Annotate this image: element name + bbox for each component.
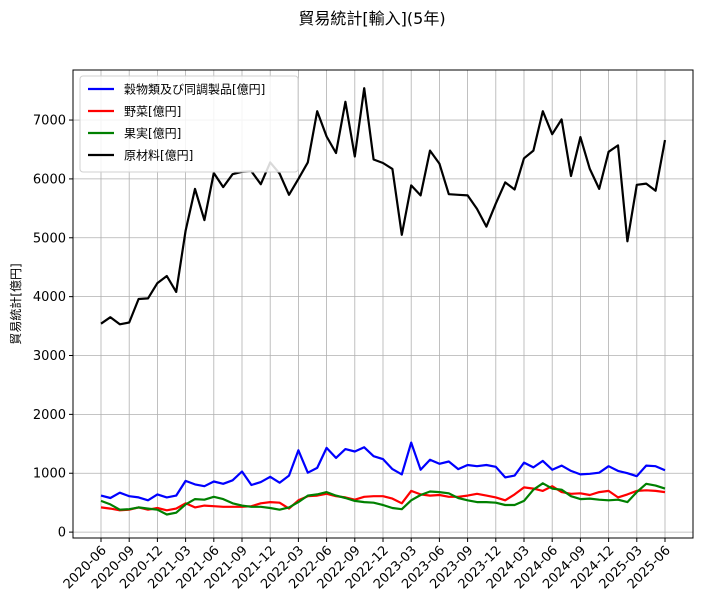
lines-layer: [100, 87, 667, 516]
legend-label-3: 原材料[億円]: [124, 149, 193, 163]
y-axis-label: 貿易統計[億円]: [8, 263, 23, 344]
y-tick-label: 2000: [33, 408, 66, 423]
x-axis: 2020-062020-092020-122021-032021-062021-…: [61, 538, 674, 592]
legend-box: [79, 75, 299, 173]
y-tick-label: 6000: [33, 172, 66, 187]
y-tick-label: 7000: [33, 114, 66, 129]
chart-title: 貿易統計[輸入](5年): [298, 9, 445, 28]
legend: 穀物類及び同調製品[億円] 野菜[億円] 果実[億円] 原材料[億円]: [79, 75, 299, 173]
series-line-0: [100, 441, 666, 502]
y-tick-label: 1000: [33, 467, 66, 482]
y-tick-label: 5000: [33, 231, 66, 246]
series-line-1: [100, 485, 666, 512]
legend-label-1: 野菜[億円]: [124, 105, 181, 119]
y-tick-label: 0: [58, 526, 66, 541]
y-tick-label: 3000: [33, 349, 66, 364]
y-axis: 0 1000 2000 3000 4000 5000 6000 7000: [33, 114, 73, 541]
series-line-2: [100, 482, 666, 516]
y-tick-label: 4000: [33, 290, 66, 305]
series-line-3: [100, 87, 667, 326]
legend-label-2: 果実[億円]: [124, 126, 181, 141]
legend-label-0: 穀物類及び同調製品[億円]: [124, 83, 265, 97]
